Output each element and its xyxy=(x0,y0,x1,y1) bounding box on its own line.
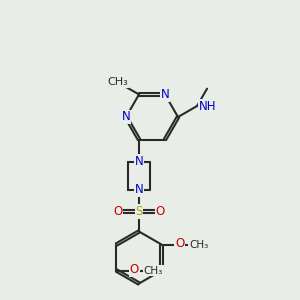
Text: N: N xyxy=(122,110,130,124)
Text: CH₃: CH₃ xyxy=(189,239,208,250)
Text: O: O xyxy=(130,263,139,276)
Text: O: O xyxy=(113,205,123,218)
Text: N: N xyxy=(160,88,169,101)
Text: N: N xyxy=(135,183,143,196)
Text: S: S xyxy=(135,205,143,218)
Text: CH₃: CH₃ xyxy=(108,77,128,88)
Text: NH: NH xyxy=(199,100,217,112)
Text: CH₃: CH₃ xyxy=(144,266,163,275)
Text: O: O xyxy=(175,237,184,250)
Text: N: N xyxy=(135,155,143,168)
Text: O: O xyxy=(155,205,165,218)
